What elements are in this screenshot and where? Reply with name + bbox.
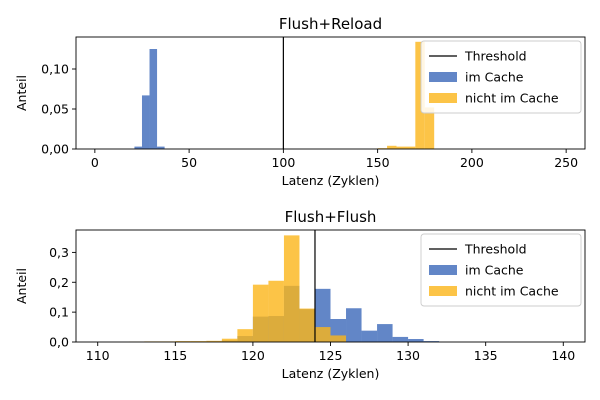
histogram-bar (330, 335, 347, 342)
histogram-bar (361, 330, 378, 342)
legend-series-label: nicht im Cache (465, 91, 559, 106)
legend-series-label: nicht im Cache (465, 284, 559, 299)
histogram-bar (149, 49, 158, 149)
histogram-bar (268, 280, 284, 342)
y-tick-label: 0,2 (49, 275, 69, 290)
histogram-bar (346, 308, 362, 342)
x-tick-label: 115 (163, 348, 187, 363)
x-tick-label: 130 (396, 348, 420, 363)
histogram-bar (237, 329, 253, 342)
y-axis-label: Anteil (14, 268, 29, 304)
y-tick-label: 0,0 (49, 335, 69, 350)
legend-threshold-label: Threshold (464, 242, 527, 257)
x-tick-label: 120 (241, 348, 265, 363)
chart-panel-1: Flush+Reload 0 50 100 150 200 250 0,00 0,05 0,10 L… (14, 15, 586, 188)
x-tick-label: 150 (366, 155, 390, 170)
x-tick-label: 110 (86, 348, 110, 363)
legend-threshold-label: Threshold (464, 49, 527, 64)
histogram-bar (299, 308, 315, 342)
y-axis-label: Anteil (14, 75, 29, 111)
histogram-bar (377, 324, 393, 342)
legend: Threshold im Cache nicht im Cache (420, 40, 582, 114)
x-tick-label: 0 (91, 155, 99, 170)
histogram-bar (387, 145, 397, 149)
x-axis-label: Latenz (Zyklen) (282, 173, 380, 188)
plot-frame (75, 36, 586, 150)
legend: Threshold im Cache nicht im Cache (420, 233, 582, 307)
histogram-bar (252, 284, 269, 342)
histogram-bar (134, 146, 142, 149)
legend-series-swatch (429, 72, 457, 82)
chart-title: Flush+Reload (279, 15, 382, 33)
legend-box (420, 233, 582, 307)
histogram-bar (283, 235, 300, 342)
x-axis-label: Latenz (Zyklen) (282, 366, 380, 381)
x-tick-label: 135 (474, 348, 498, 363)
chart-title: Flush+Flush (285, 208, 377, 226)
y-tick-label: 0,3 (49, 245, 69, 260)
histogram-bar (424, 107, 435, 149)
x-tick-label: 250 (554, 155, 578, 170)
histogram-bar (175, 341, 191, 342)
histogram-bar (157, 146, 165, 149)
histogram-bar (190, 341, 207, 342)
histogram-bar (415, 41, 425, 149)
histogram-bar (314, 327, 331, 342)
legend-series-swatch (429, 265, 457, 275)
y-tick-label: 0,10 (41, 62, 69, 77)
x-tick-label: 100 (271, 155, 295, 170)
y-tick-label: 0,05 (41, 102, 69, 117)
legend-series-swatch (429, 286, 457, 296)
legend-series-label: im Cache (465, 70, 524, 85)
x-tick-label: 140 (551, 348, 575, 363)
histogram-bar (141, 95, 150, 149)
histogram-bar (423, 341, 440, 342)
chart-panel-2: Flush+Flush 110 115 120 125 130 135 140 0,0 0,1 0,… (14, 208, 586, 381)
x-tick-label: 200 (460, 155, 484, 170)
histogram-bar (408, 339, 424, 342)
y-tick-label: 0,00 (41, 142, 69, 157)
x-tick-label: 125 (319, 348, 343, 363)
histogram-bar (221, 338, 238, 342)
x-tick-label: 50 (181, 155, 197, 170)
histogram-bar (206, 340, 222, 342)
histogram-bar (392, 336, 409, 342)
legend-box (420, 40, 582, 114)
y-tick-label: 0,1 (49, 305, 69, 320)
legend-series-label: im Cache (465, 263, 524, 278)
legend-series-swatch (429, 93, 457, 103)
histogram-bar (396, 146, 416, 149)
